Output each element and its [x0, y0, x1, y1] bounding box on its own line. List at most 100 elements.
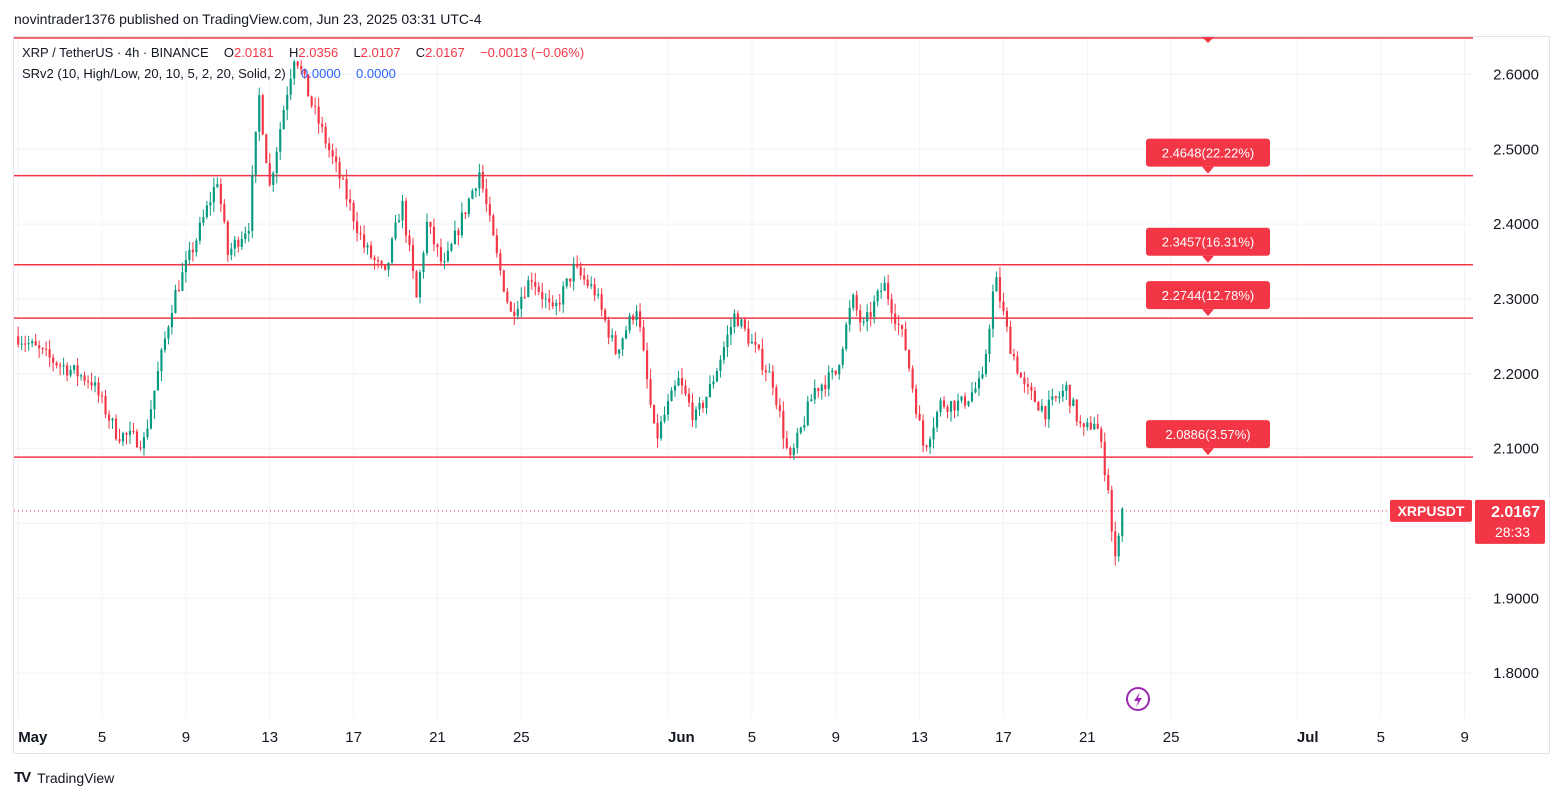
candle-body — [579, 266, 582, 276]
candle-body — [733, 313, 736, 327]
candle-body — [443, 261, 446, 263]
x-axis-tick-label: 9 — [1460, 729, 1468, 746]
candle-body — [45, 348, 48, 350]
candle-body — [939, 400, 942, 413]
candle-body — [841, 348, 844, 365]
open-label: O — [223, 45, 235, 60]
candle-body — [390, 238, 394, 263]
candle-body — [362, 234, 366, 248]
candle-body — [555, 302, 558, 307]
candle-body — [778, 405, 781, 412]
candle-body — [1012, 353, 1016, 357]
candle-body — [387, 262, 390, 270]
x-axis-tick-label: 9 — [182, 729, 190, 746]
low-label: L — [353, 45, 361, 60]
candle-body — [813, 388, 816, 400]
candle-body — [775, 387, 778, 406]
candle-body — [118, 439, 121, 442]
symbol-name[interactable]: XRP / TetherUS · 4h · BINANCE — [22, 45, 209, 60]
candle-body — [275, 151, 278, 174]
candle-body — [111, 418, 114, 421]
candle-body — [100, 395, 104, 397]
candle-body — [1082, 423, 1085, 428]
candle-body — [873, 301, 876, 317]
candle-body — [55, 362, 58, 366]
candle-body — [754, 341, 757, 345]
candle-body — [251, 174, 254, 232]
candle-body — [376, 260, 380, 262]
x-axis-tick-label: 5 — [748, 729, 756, 746]
candle-body — [956, 400, 960, 411]
candle-body — [191, 249, 194, 253]
indicator-value-2: 0.0000 — [356, 66, 396, 81]
candle-body — [1089, 422, 1092, 430]
top-level-pointer — [1202, 37, 1214, 43]
close-value: 2.0167 — [425, 45, 465, 60]
close-label: C — [415, 45, 426, 60]
low-value: 2.0107 — [360, 45, 401, 60]
candle-body — [862, 321, 865, 323]
candle-body — [499, 253, 502, 271]
candle-body — [817, 388, 820, 391]
candle-body — [520, 296, 523, 309]
candle-body — [750, 341, 753, 344]
x-axis-tick-label: 9 — [832, 729, 840, 746]
candle-body — [303, 69, 306, 75]
candle-body — [418, 272, 422, 298]
candle-body — [513, 311, 516, 316]
candle-body — [782, 411, 785, 439]
open-value: 2.0181 — [234, 45, 274, 60]
candle-body — [897, 323, 900, 326]
candle-body — [715, 370, 719, 382]
candle-body — [1114, 531, 1117, 557]
candle-body — [244, 233, 247, 239]
candle-body — [1033, 390, 1036, 403]
candle-body — [642, 327, 645, 351]
candle-body — [890, 299, 893, 314]
high-label: H — [289, 45, 299, 60]
indicator-value-1: 0.0000 — [301, 66, 341, 81]
candle-body — [827, 372, 830, 390]
level-label-text: 2.4648(22.22%) — [1162, 146, 1255, 161]
candle-body — [1016, 356, 1019, 374]
candle-body — [1054, 396, 1057, 398]
x-axis-tick-label: Jun — [668, 729, 695, 746]
candle-body — [1093, 423, 1096, 430]
brand-name: TradingView — [37, 769, 115, 786]
candle-body — [324, 126, 327, 144]
candle-body — [467, 198, 470, 215]
candle-body — [184, 259, 187, 273]
candle-body — [974, 388, 977, 393]
candle-body — [768, 371, 771, 373]
candle-body — [949, 401, 953, 412]
current-price-tag — [1475, 499, 1545, 544]
candle-body — [349, 199, 352, 203]
level-label-pointer — [1202, 448, 1214, 456]
candle-body — [83, 375, 86, 382]
candle-body — [429, 221, 432, 227]
candle-body — [757, 344, 760, 349]
candle-body — [149, 409, 153, 429]
candle-body — [397, 220, 401, 223]
candle-body — [1110, 490, 1113, 532]
candle-body — [544, 298, 547, 300]
indicator-name[interactable]: SRv2 (10, High/Low, 20, 10, 5, 2, 20, So… — [22, 66, 286, 81]
candle-body — [663, 414, 666, 422]
candle-body — [52, 357, 55, 363]
candle-body — [394, 222, 397, 239]
candle-body — [548, 298, 551, 303]
candle-body — [621, 338, 624, 350]
candle-body — [1065, 384, 1068, 391]
candle-body — [1023, 377, 1026, 385]
candle-body — [296, 61, 299, 67]
candle-body — [142, 437, 146, 449]
candle-body — [820, 384, 823, 391]
candle-body — [771, 371, 774, 388]
candle-body — [188, 249, 191, 260]
level-label-box — [1146, 420, 1270, 449]
candle-body — [342, 178, 345, 180]
candle-body — [345, 178, 348, 200]
candle-body — [908, 349, 911, 369]
candle-body — [300, 66, 303, 70]
